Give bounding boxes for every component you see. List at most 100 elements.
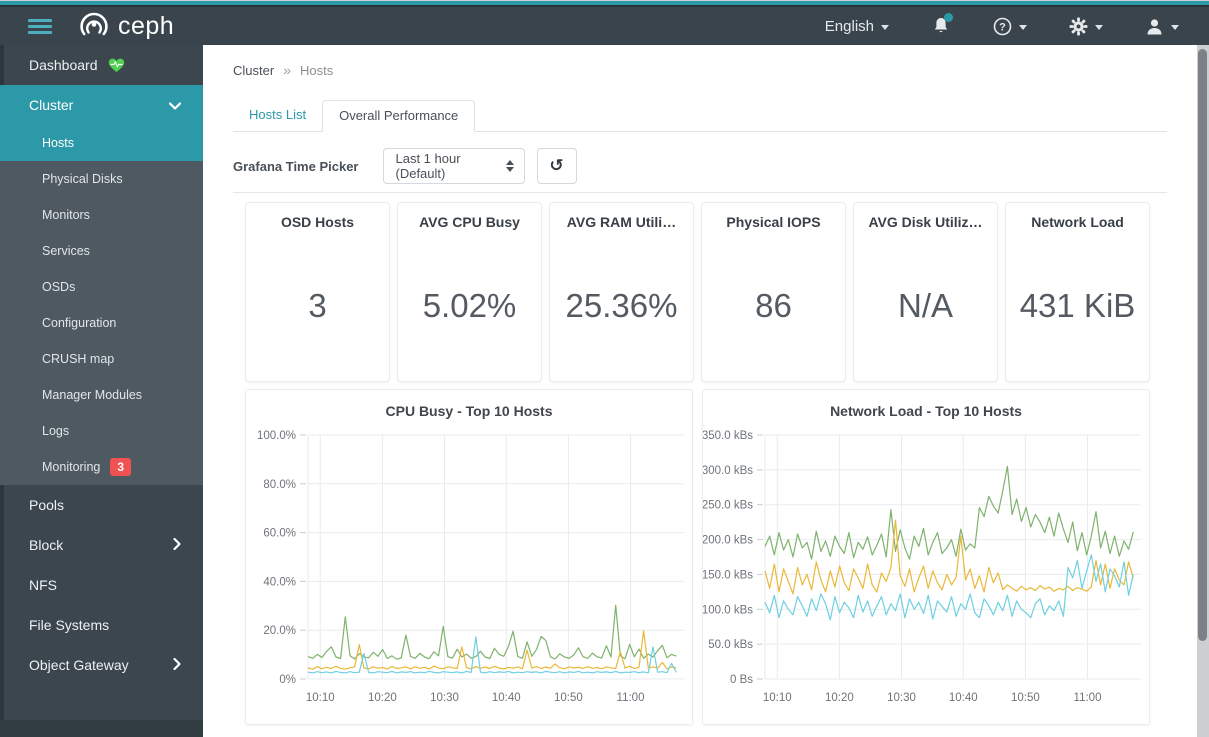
stat-card-network-load: Network Load 431 KiB [1005,202,1150,382]
time-picker-label: Grafana Time Picker [233,158,359,174]
refresh-button[interactable]: ↺ [536,148,577,184]
svg-text:300.0 kBs: 300.0 kBs [703,465,753,477]
svg-text:20.0%: 20.0% [263,625,296,637]
sidebar-item-osds[interactable]: OSDs [0,269,203,305]
tab-hosts-list[interactable]: Hosts List [249,107,307,122]
breadcrumb-separator-icon: » [283,62,291,78]
svg-text:10:10: 10:10 [306,692,335,704]
alert-count-badge: 3 [110,458,132,476]
time-range-value: Last 1 hour (Default) [395,151,461,181]
chevron-down-icon [881,24,889,30]
chevron-down-icon [1019,24,1027,30]
svg-text:11:00: 11:00 [1074,692,1102,704]
svg-text:250.0 kBs: 250.0 kBs [703,500,753,512]
svg-text:200.0 kBs: 200.0 kBs [703,535,753,547]
chevron-down-icon [1171,24,1179,30]
sidebar-item-logs[interactable]: Logs [0,413,203,449]
ceph-logo[interactable]: ceph [76,8,174,44]
sidebar-item-manager-modules[interactable]: Manager Modules [0,377,203,413]
svg-text:?: ? [999,21,1006,33]
svg-text:10:40: 10:40 [949,692,978,704]
grafana-time-picker-row: Grafana Time Picker Last 1 hour (Default… [233,148,1167,184]
stat-card-avg-disk-utilization: AVG Disk Utiliz… N/A [853,202,998,382]
sidebar-item-monitoring[interactable]: Monitoring 3 [0,449,203,485]
sidebar-item-configuration[interactable]: Configuration [0,305,203,341]
sidebar-section-cluster[interactable]: Cluster [0,85,203,125]
sidebar-item-label: Dashboard [29,57,98,73]
sidebar-item-monitors[interactable]: Monitors [0,197,203,233]
time-range-select[interactable]: Last 1 hour (Default) [382,148,525,184]
chevron-down-icon [1095,24,1103,30]
sidebar-item-dashboard[interactable]: Dashboard [0,45,203,85]
ceph-logo-icon [80,12,108,36]
sidebar-item-label: File Systems [29,617,110,633]
sidebar-item-hosts[interactable]: Hosts [0,125,203,161]
sidebar-section-object-gateway[interactable]: Object Gateway [0,645,203,685]
stat-value: 3 [308,286,327,324]
top-accent-stripe [0,1,1209,5]
sidebar-item-crush-map[interactable]: CRUSH map [0,341,203,377]
svg-text:100.0%: 100.0% [257,430,296,442]
sidebar-item-label: NFS [29,577,57,593]
svg-text:80.0%: 80.0% [263,479,296,491]
notifications-button[interactable] [931,13,953,36]
refresh-icon: ↺ [549,156,564,175]
sidebar-item-services[interactable]: Services [0,233,203,269]
settings-menu[interactable] [1069,17,1103,36]
svg-text:10:50: 10:50 [554,692,583,704]
stat-value: 5.02% [422,286,517,324]
stat-title: AVG Disk Utiliz… [868,214,983,230]
user-menu[interactable] [1145,17,1179,36]
stat-cards-row: OSD Hosts 3 AVG CPU Busy 5.02% AVG RAM U… [245,202,1150,382]
bell-icon [934,18,948,33]
breadcrumb-cluster[interactable]: Cluster [233,62,275,78]
chart-title: CPU Busy - Top 10 Hosts [385,403,553,419]
gear-icon [1069,17,1088,35]
svg-text:10:20: 10:20 [825,692,854,704]
sidebar-item-label: Block [29,537,64,553]
notification-dot [944,13,953,22]
stat-title: OSD Hosts [280,214,355,230]
sidebar-item-physical-disks[interactable]: Physical Disks [0,161,203,197]
sidebar-item-pools[interactable]: Pools [0,485,203,525]
sidebar-item-label: Configuration [42,316,117,330]
sidebar-section-label: Cluster [29,97,74,113]
svg-text:10:50: 10:50 [1011,692,1040,704]
chart-title: Network Load - Top 10 Hosts [830,403,1022,419]
breadcrumb-hosts: Hosts [299,62,334,78]
chart-cpu-busy-top-10-hosts: CPU Busy - Top 10 Hosts 0% 20.0% 40.0% 60.0… [245,389,693,725]
chevron-right-icon [173,657,181,673]
stat-value: 431 KiB [1019,286,1136,324]
svg-text:0 Bs: 0 Bs [730,674,753,686]
top-accent-line [0,0,1209,1]
network-load-chart-plot: 0 Bs 50.0 kBs 100.0 kBs 150.0 kBs 200.0 kBs 2… [702,430,1141,704]
svg-text:10:40: 10:40 [492,692,521,704]
scrollbar-thumb[interactable] [1198,49,1207,641]
sidebar-footer-strip [0,720,203,737]
sidebar-section-block[interactable]: Block [0,525,203,565]
chevron-right-icon [173,537,181,553]
tab-overall-performance[interactable]: Overall Performance [322,100,476,132]
sidebar-item-label: CRUSH map [42,352,115,366]
cpu-busy-chart-plot: 0% 20.0% 40.0% 60.0% 80.0% 100.0% 10:10 10:20 10… [257,430,684,704]
sidebar-item-nfs[interactable]: NFS [0,565,203,605]
stat-card-avg-cpu-busy: AVG CPU Busy 5.02% [397,202,542,382]
stat-card-avg-ram-utilization: AVG RAM Utili… 25.36% [549,202,694,382]
sidebar-item-label: Object Gateway [29,657,129,673]
sidebar-item-label: Hosts [42,136,74,150]
stat-value: 25.36% [565,286,678,324]
svg-text:350.0 kBs: 350.0 kBs [703,430,753,442]
charts-row: CPU Busy - Top 10 Hosts 0% 20.0% 40.0% 60.0… [245,389,1150,725]
health-ok-heart-icon [108,58,125,73]
sidebar-item-label: OSDs [42,280,76,294]
menu-toggle-icon[interactable] [28,16,52,37]
brand-name: ceph [118,11,175,40]
svg-text:10:20: 10:20 [368,692,397,704]
stat-value: 86 [755,286,792,324]
main-content: Cluster » Hosts Hosts List Overall Perfo… [203,45,1197,737]
svg-text:10:30: 10:30 [430,692,459,704]
scrollbar-track [1197,45,1209,737]
sidebar-item-file-systems[interactable]: File Systems [0,605,203,645]
language-menu[interactable]: English [825,18,889,35]
help-menu[interactable]: ? [993,17,1027,36]
